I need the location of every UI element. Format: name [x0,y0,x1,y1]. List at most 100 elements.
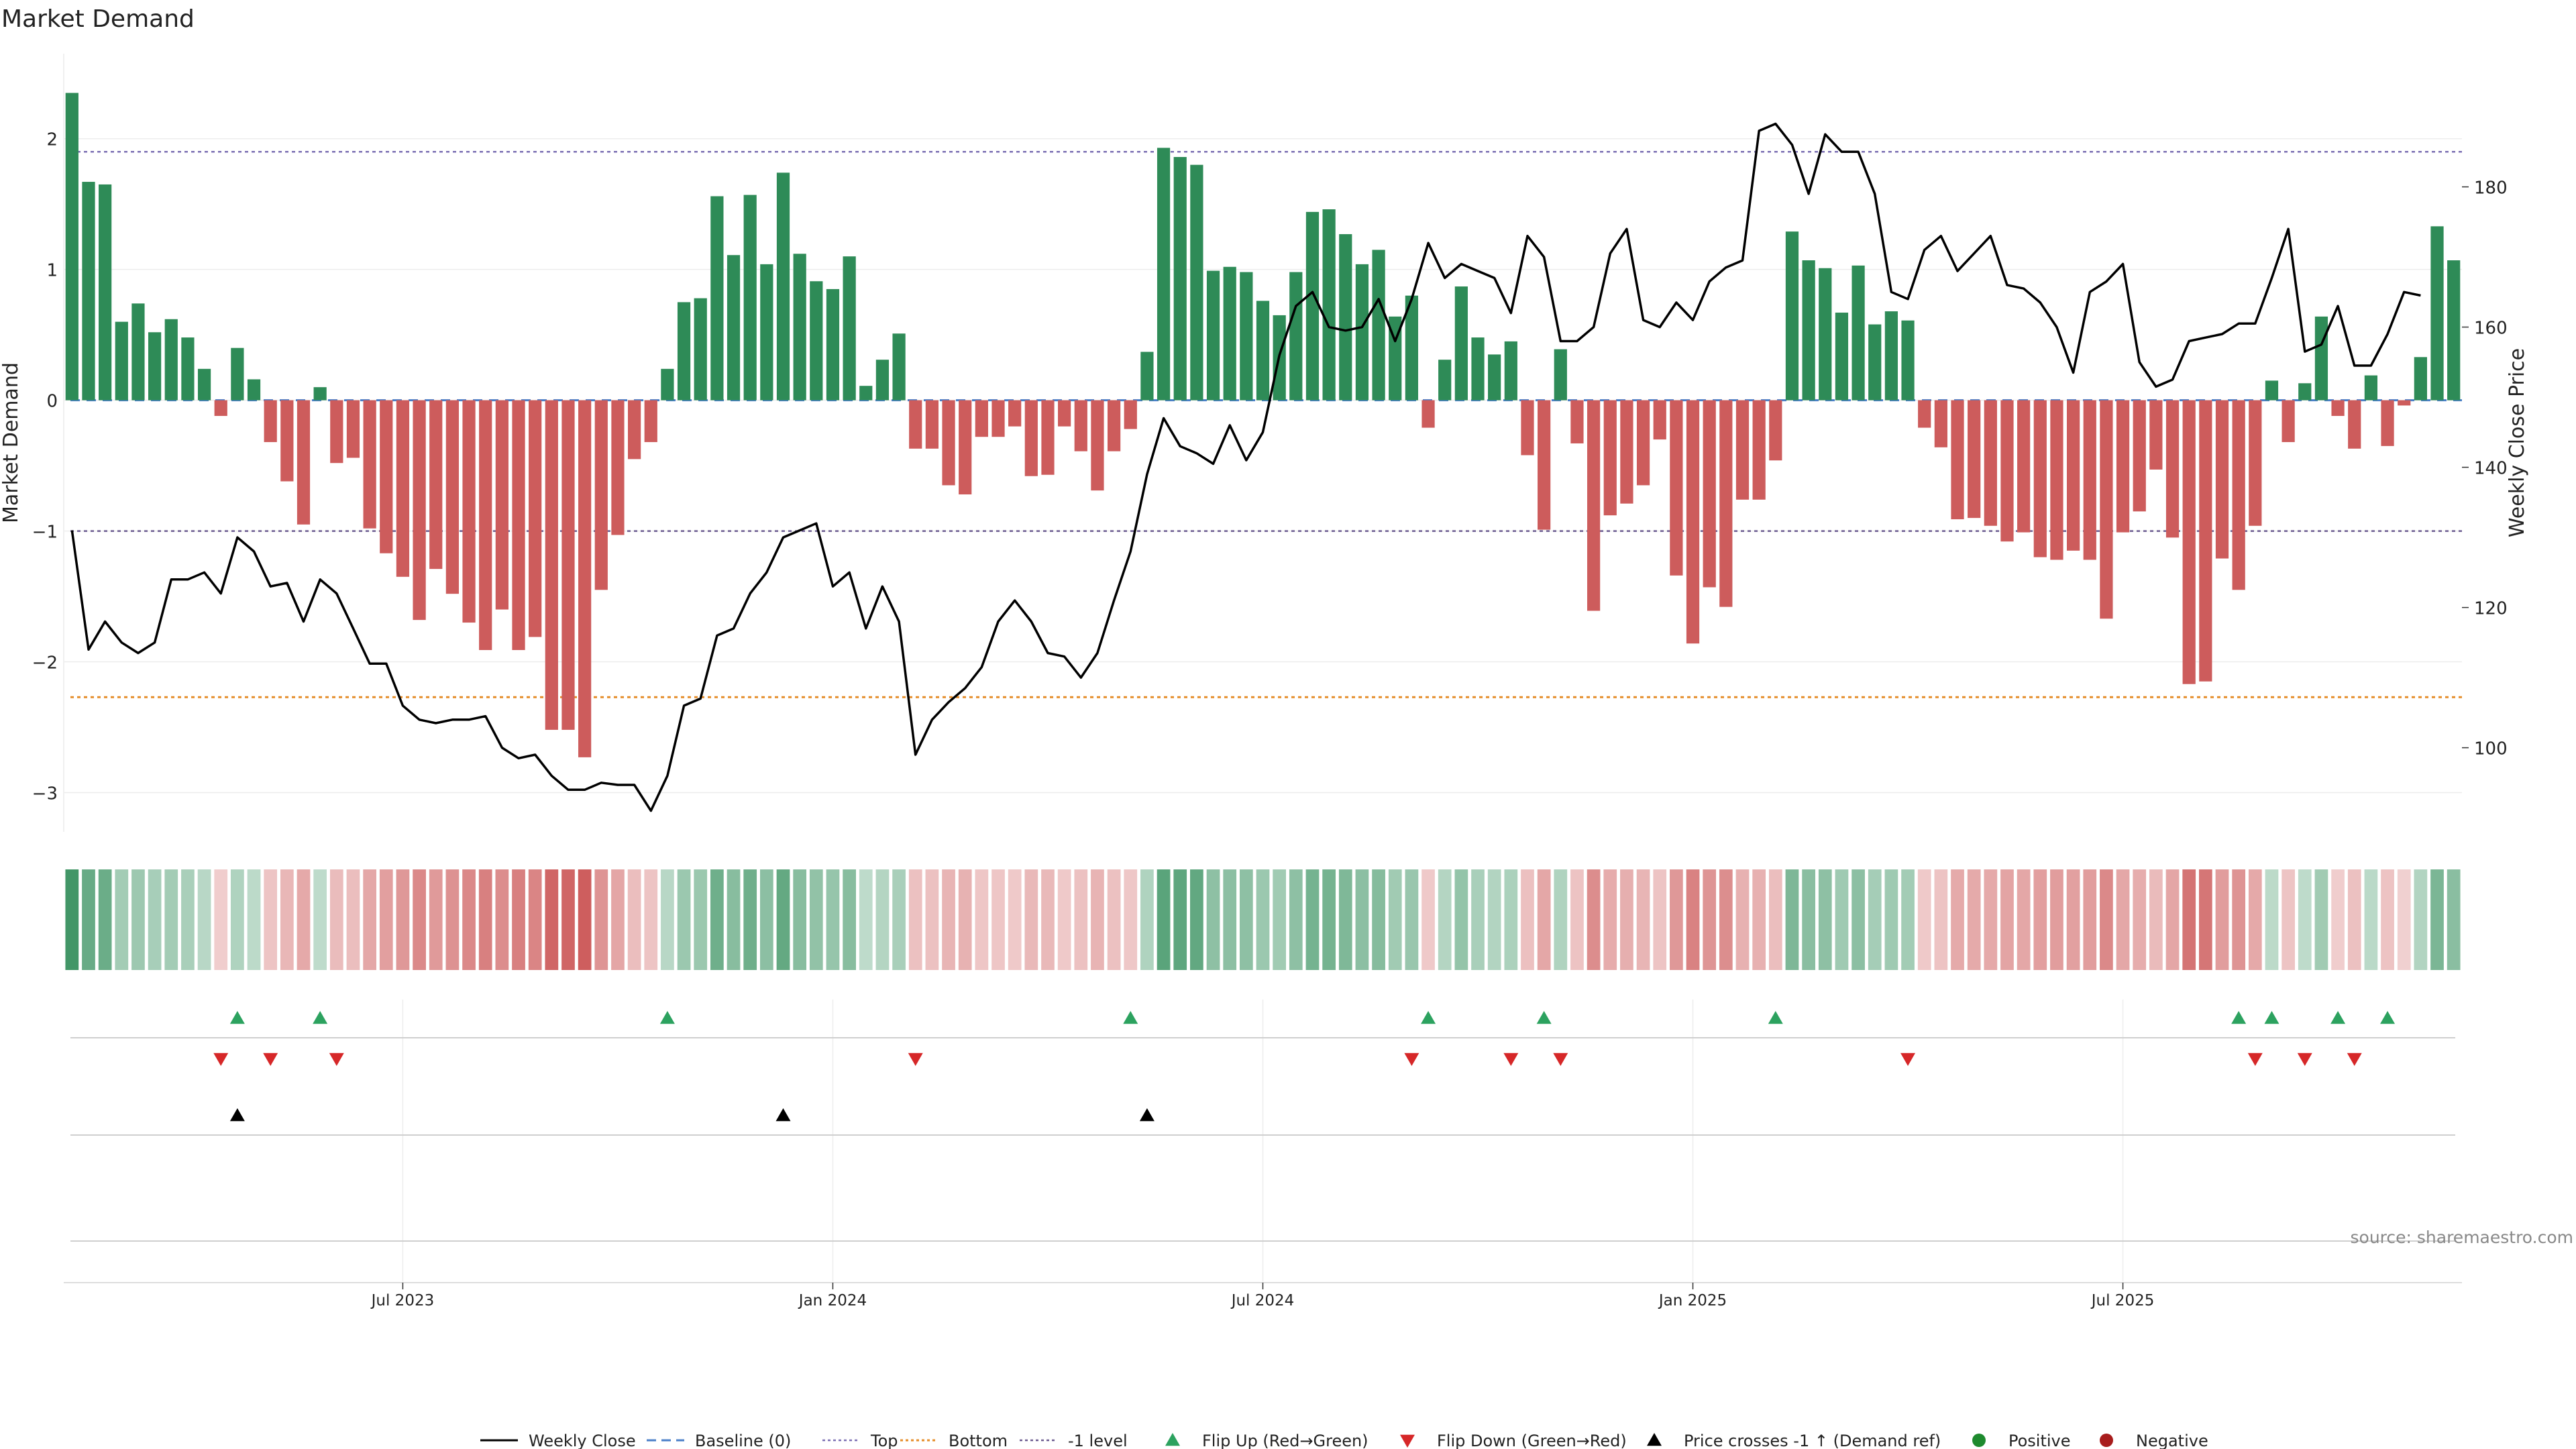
demand-bar [594,400,608,590]
strip-cell [1388,869,1402,970]
demand-bar [1140,352,1154,400]
strip-cell [1438,869,1452,970]
demand-bar [793,254,806,400]
strip-cell [2430,869,2444,970]
demand-bar [2414,357,2427,400]
demand-bar [313,387,327,400]
demand-bar [1190,164,1203,400]
demand-bar [975,400,988,437]
strip-cell [197,869,211,970]
strip-cell [1024,869,1038,970]
strip-cell [2381,869,2394,970]
demand-bar [2398,400,2411,406]
strip-cell [2331,869,2345,970]
demand-bar [776,172,790,400]
strip-cell [2364,869,2378,970]
demand-bar [2000,400,2014,542]
demand-bar [2314,316,2328,400]
strip-cell [429,869,443,970]
demand-bar [2282,400,2295,443]
strip-cell [363,869,376,970]
strip-cell [2100,869,2113,970]
demand-bar [231,347,244,400]
demand-bar [2232,400,2245,590]
demand-bar [959,400,972,495]
demand-bar [2165,400,2180,538]
demand-bar [247,379,261,400]
demand-bar [1355,264,1369,400]
legend-label: Negative [2136,1432,2208,1449]
strip-cell [1768,869,1782,970]
demand-bar [826,288,840,400]
price-cross-marker [229,1108,245,1122]
legend-label: Price crosses -1 ↑ (Demand ref) [1684,1432,1941,1449]
demand-bar [65,93,78,400]
strip-cell [1471,869,1485,970]
strip-cell [98,869,112,970]
strip-cell [65,869,79,970]
strip-cell [710,869,724,970]
demand-bar [429,400,443,570]
legend-swatch [1165,1433,1180,1446]
legend-swatch [1400,1434,1415,1448]
demand-bar [1405,295,1419,400]
flip-down-marker [2247,1053,2263,1066]
strip-cell [1934,869,1948,970]
demand-bar [925,400,939,449]
demand-bar [1041,400,1055,475]
demand-bar [280,400,294,482]
demand-bar [2447,260,2461,400]
strip-cell [1735,869,1750,970]
strip-cell [1719,869,1733,970]
legend-label: Flip Up (Red→Green) [1202,1432,1368,1449]
strip-cell [1703,869,1717,970]
strip-cell [445,869,460,970]
strip-cell [148,869,162,970]
demand-bar [909,400,922,449]
demand-bar [1851,265,1865,400]
legend-label: Positive [2008,1432,2071,1449]
chart-title: Market Demand [1,5,195,33]
demand-bar [346,400,360,458]
strip-cell [1686,869,1700,970]
strip-cell [2414,869,2428,970]
strip-cell [2116,869,2130,970]
y-tick-label: 2 [46,130,58,150]
strip-cell [1802,869,1815,970]
strip-cell [727,869,741,970]
demand-bar [512,400,525,651]
strip-cell [975,869,989,970]
demand-bar [1091,400,1104,491]
demand-bar [1968,400,1981,519]
demand-bar [1819,268,1832,400]
demand-bar [1769,400,1782,461]
demand-bar [462,400,476,623]
strip-cell [2397,869,2411,970]
demand-bar [1008,400,1022,427]
strip-cell [280,869,294,970]
flip-up-marker [1123,1011,1138,1024]
demand-bar [380,400,393,553]
flip-up-marker [1768,1011,1783,1024]
demand-bar [1454,286,1468,400]
strip-cell [1057,869,1071,970]
demand-bar [892,333,906,400]
legend-swatch [2100,1434,2113,1447]
demand-bar [1421,400,1435,428]
demand-bar [1024,400,1038,476]
demand-bar [2381,400,2394,446]
demand-bar [810,281,823,400]
demand-bar [694,298,707,400]
strip-cell [1487,869,1501,970]
strip-cell [2447,869,2461,970]
x-tick-label: Jul 2024 [1230,1292,1295,1309]
strip-cell [231,869,244,970]
price-cross-marker [1139,1108,1155,1122]
demand-bar [2182,400,2196,684]
y-tick-label: −2 [32,653,58,674]
strip-cell [561,869,575,970]
source-note: source: sharemaestro.com [2351,1228,2574,1247]
demand-bar [1752,400,1766,500]
demand-bar [2116,400,2130,533]
y2-tick-label: 120 [2474,599,2508,619]
